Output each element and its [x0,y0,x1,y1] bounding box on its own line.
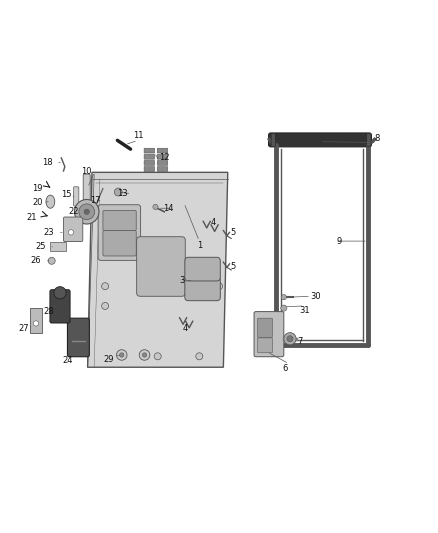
FancyBboxPatch shape [367,133,371,147]
Circle shape [120,353,124,357]
Circle shape [284,333,296,345]
Text: 11: 11 [133,132,143,141]
Text: 3: 3 [179,276,184,285]
Text: 28: 28 [44,306,54,316]
Circle shape [154,353,161,360]
Text: 9: 9 [337,237,342,246]
Text: 1: 1 [197,241,202,250]
FancyBboxPatch shape [268,133,371,147]
Circle shape [68,230,74,235]
Text: 5: 5 [231,228,236,237]
FancyBboxPatch shape [64,217,83,241]
Text: 13: 13 [117,189,128,198]
Text: 30: 30 [310,292,321,301]
FancyBboxPatch shape [144,167,155,172]
FancyBboxPatch shape [98,205,141,260]
Ellipse shape [46,195,55,208]
Circle shape [48,257,55,264]
Circle shape [54,287,66,299]
Text: 25: 25 [35,243,46,251]
Text: 15: 15 [61,190,72,199]
Text: 14: 14 [163,204,174,213]
FancyBboxPatch shape [157,155,168,159]
Circle shape [114,188,122,196]
Bar [50,241,66,251]
Text: 27: 27 [19,324,29,333]
FancyBboxPatch shape [271,133,276,147]
Circle shape [139,350,150,360]
Text: 17: 17 [90,196,101,205]
FancyBboxPatch shape [137,237,185,296]
Text: 23: 23 [44,228,54,237]
Polygon shape [88,172,228,367]
Circle shape [102,302,109,310]
FancyBboxPatch shape [144,155,155,159]
Circle shape [33,321,39,326]
Circle shape [281,295,286,300]
FancyBboxPatch shape [185,277,220,301]
Circle shape [74,199,99,224]
Circle shape [117,350,127,360]
Circle shape [79,204,95,220]
Text: 8: 8 [374,134,379,143]
Text: 4: 4 [211,218,216,227]
Circle shape [142,353,147,357]
Circle shape [153,204,158,209]
FancyBboxPatch shape [83,174,90,203]
FancyBboxPatch shape [157,160,168,165]
Text: 22: 22 [68,207,79,216]
FancyBboxPatch shape [144,148,155,153]
FancyBboxPatch shape [157,167,168,172]
Text: 31: 31 [299,306,310,315]
Text: 5: 5 [231,262,236,271]
FancyBboxPatch shape [157,148,168,153]
Circle shape [215,282,223,290]
Text: 19: 19 [32,184,42,193]
FancyBboxPatch shape [258,338,272,353]
FancyBboxPatch shape [254,312,284,357]
Text: 24: 24 [63,356,73,365]
Circle shape [287,336,293,342]
FancyBboxPatch shape [50,290,70,323]
Circle shape [281,305,287,311]
Text: 21: 21 [26,213,37,222]
Text: 29: 29 [103,355,114,364]
Bar [30,308,42,333]
Text: 20: 20 [32,198,42,207]
FancyBboxPatch shape [144,160,155,165]
Text: 4: 4 [182,324,187,333]
Text: 12: 12 [159,152,170,161]
Circle shape [84,209,89,214]
FancyBboxPatch shape [258,318,272,337]
FancyBboxPatch shape [103,231,136,256]
FancyBboxPatch shape [185,257,220,281]
Circle shape [196,353,203,360]
Text: 10: 10 [81,167,91,176]
FancyBboxPatch shape [103,211,136,231]
Circle shape [102,282,109,290]
FancyBboxPatch shape [67,318,89,357]
Text: 18: 18 [42,158,53,167]
FancyBboxPatch shape [74,187,79,206]
Text: 6: 6 [282,364,287,373]
Text: 26: 26 [31,256,41,265]
Text: 7: 7 [297,337,303,346]
